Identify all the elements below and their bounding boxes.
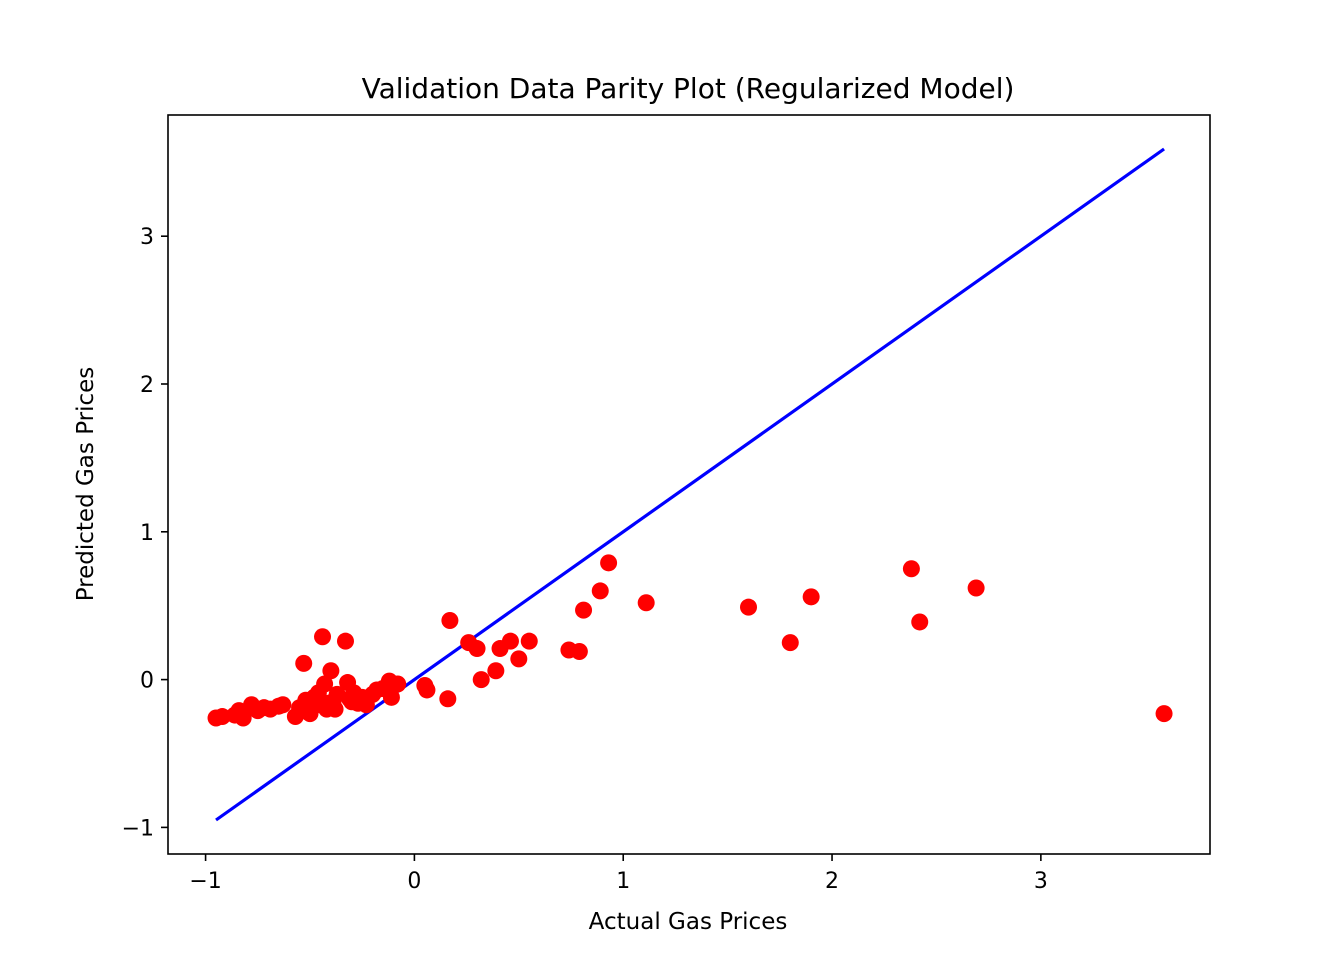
y-tick-label: 2 (140, 373, 154, 398)
data-point (487, 662, 505, 680)
data-point (637, 594, 655, 612)
data-point (322, 662, 340, 680)
data-point (439, 690, 457, 708)
data-point (520, 632, 538, 650)
data-point (802, 588, 820, 606)
y-tick-label: −1 (122, 816, 154, 841)
data-point (902, 560, 920, 578)
x-tick-label: 3 (1034, 869, 1048, 894)
data-point (213, 708, 231, 726)
scatter-points (207, 554, 1173, 727)
data-point (781, 634, 799, 652)
data-point (441, 611, 459, 629)
x-tick-label: 2 (825, 869, 839, 894)
data-point (418, 681, 436, 699)
chart-title: Validation Data Parity Plot (Regularized… (362, 72, 1015, 105)
data-point (274, 696, 292, 714)
axes: −1 0 1 2 3 −1 0 1 2 3 (122, 114, 1211, 894)
axes-frame (167, 114, 1211, 855)
data-point (911, 613, 929, 631)
data-point (1155, 705, 1173, 723)
data-point (314, 628, 332, 646)
x-tick-label: 0 (407, 869, 421, 894)
data-point (740, 598, 758, 616)
data-point (967, 579, 985, 597)
x-tick-label: −1 (189, 869, 221, 894)
data-point (468, 640, 486, 658)
y-tick-label: 3 (140, 225, 154, 250)
data-point (472, 671, 490, 689)
data-point (295, 654, 313, 672)
data-point (575, 601, 593, 619)
data-point (591, 582, 609, 600)
y-axis-title: Predicted Gas Prices (73, 367, 99, 602)
data-point (316, 675, 334, 693)
data-point (326, 700, 344, 718)
data-point (600, 554, 618, 572)
data-point (510, 650, 528, 668)
x-axis-title: Actual Gas Prices (589, 909, 788, 935)
y-tick-label: 1 (140, 521, 154, 546)
x-tick-label: 1 (616, 869, 630, 894)
data-point (570, 643, 588, 661)
data-point (389, 675, 407, 693)
data-point (336, 632, 354, 650)
data-point (234, 709, 252, 727)
data-point (501, 632, 519, 650)
y-tick-label: 0 (140, 669, 154, 694)
